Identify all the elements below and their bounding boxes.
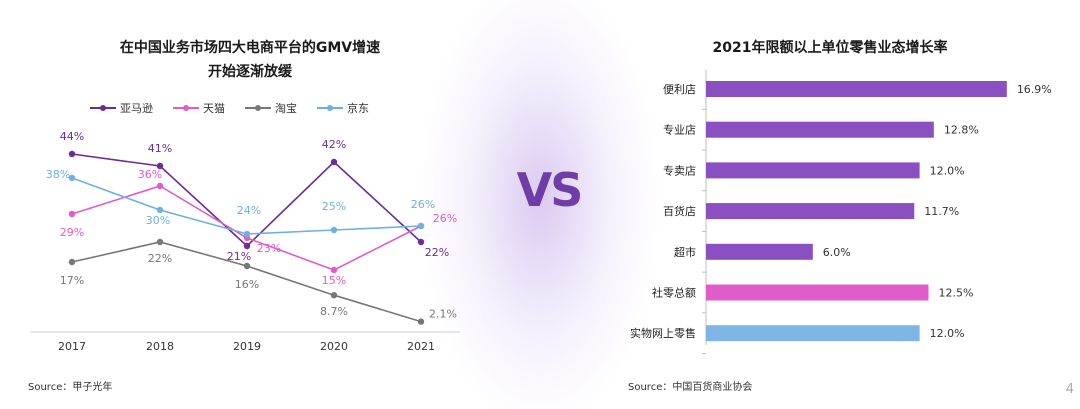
point-amazon-2018 [156, 162, 164, 170]
legend-label-tmall: 天猫 [203, 102, 225, 115]
point-jd-2018 [156, 206, 164, 214]
point-taobao-2017 [68, 258, 76, 266]
point-taobao-2020 [330, 292, 338, 299]
data-label-taobao-2021: 2.1% [429, 308, 457, 321]
data-label-jd-2021: 26% [411, 198, 435, 211]
x-tick-2019: 2019 [233, 340, 261, 353]
line-chart-title-line1: 在中国业务市场四大电商平台的GMV增速 [119, 40, 381, 56]
data-label-jd-2018: 30% [146, 214, 170, 227]
point-tmall-2017 [68, 210, 76, 218]
legend-item-jd: 京东 [317, 100, 369, 116]
data-label-amazon-2019: 21% [227, 250, 251, 263]
bar-value-label-专卖店: 12.0% [930, 164, 965, 177]
point-tmall-2020 [330, 266, 338, 274]
bar-category-label-专卖店: 专卖店 [663, 163, 696, 177]
point-amazon-2020 [330, 158, 338, 166]
x-tick-2021: 2021 [407, 340, 435, 353]
legend-item-tmall: 天猫 [173, 100, 225, 116]
bar-category-label-超市: 超市 [674, 245, 696, 259]
data-label-taobao-2019: 16% [235, 278, 259, 291]
bar-value-label-专业店: 12.8% [944, 124, 979, 137]
legend-item-amazon: 亚马逊 [90, 100, 153, 116]
bar-专卖店 [706, 162, 920, 179]
bar-社零总额 [706, 284, 929, 301]
bar-value-label-百货店: 11.7% [924, 205, 959, 218]
legend-label-jd: 京东 [347, 102, 369, 115]
legend-marker-tmall [173, 103, 199, 113]
bar-百货店 [706, 203, 915, 220]
bar-value-label-实物网上零售: 12.0% [930, 327, 965, 340]
bar-便利店 [706, 81, 1007, 97]
data-label-taobao-2018: 22% [148, 252, 172, 265]
point-taobao-2021 [417, 318, 425, 325]
point-taobao-2019 [243, 262, 251, 270]
data-label-tmall-2020: 15% [322, 274, 346, 287]
bar-category-label-百货店: 百货店 [663, 204, 696, 218]
legend-label-taobao: 淘宝 [275, 102, 297, 115]
bar-category-label-实物网上零售: 实物网上零售 [630, 326, 696, 340]
data-label-jd-2017: 38% [46, 168, 70, 181]
data-label-amazon-2021: 22% [425, 246, 449, 259]
point-jd-2021 [417, 222, 425, 230]
bar-value-label-社零总额: 12.5% [939, 287, 974, 300]
point-taobao-2018 [156, 238, 164, 246]
vs-label: VS [516, 163, 584, 217]
line-chart-source: Source：甲子光年 [28, 382, 113, 393]
point-amazon-2017 [68, 150, 76, 158]
point-amazon-2021 [417, 238, 425, 246]
data-label-tmall-2021: 26% [433, 212, 457, 225]
bar-超市 [706, 243, 813, 260]
point-jd-2020 [330, 226, 338, 234]
point-amazon-2019 [243, 242, 251, 250]
legend-marker-amazon [90, 103, 116, 113]
bar-chart-title: 2021年限额以上单位零售业态增长率 [712, 40, 948, 56]
line-chart-legend: 亚马逊 天猫 淘宝 京东 [90, 100, 369, 116]
data-label-jd-2020: 25% [322, 200, 346, 213]
x-tick-2018: 2018 [146, 340, 174, 353]
bar-实物网上零售 [706, 325, 920, 342]
bar-category-label-社零总额: 社零总额 [652, 286, 696, 300]
data-label-amazon-2017: 44% [60, 130, 84, 143]
legend-label-amazon: 亚马逊 [120, 102, 153, 115]
bar-专业店 [706, 121, 934, 138]
bar-chart-source: Source：中国百货商业协会 [628, 382, 753, 393]
data-label-amazon-2018: 41% [148, 142, 172, 155]
point-jd-2019 [243, 230, 251, 238]
data-label-taobao-2020: 8.7% [320, 305, 348, 318]
line-chart-title: 在中国业务市场四大电商平台的GMV增速 开始逐渐放缓 [60, 36, 440, 84]
data-label-tmall-2018: 36% [138, 168, 162, 181]
x-tick-2017: 2017 [58, 340, 86, 353]
line-chart-title-line2: 开始逐渐放缓 [208, 64, 292, 80]
x-tick-2020: 2020 [320, 340, 348, 353]
point-tmall-2018 [156, 182, 164, 190]
data-label-amazon-2020: 42% [322, 138, 346, 151]
legend-item-taobao: 淘宝 [245, 100, 297, 116]
data-label-taobao-2017: 17% [60, 274, 84, 287]
bar-value-label-超市: 6.0% [823, 246, 851, 259]
data-label-tmall-2019: 23% [257, 242, 281, 255]
bar-category-label-专业店: 专业店 [663, 123, 696, 137]
legend-marker-jd [317, 103, 343, 113]
line-chart: 44% 41% 21% 42% 22% 29% 36% 23% 15% 26% 17% 22% 16% 8… [30, 130, 460, 353]
point-jd-2017 [68, 174, 76, 182]
legend-marker-taobao [245, 103, 271, 113]
data-label-jd-2019: 24% [237, 204, 261, 217]
data-label-tmall-2017: 29% [60, 226, 84, 239]
page-number: 4 [1065, 382, 1074, 397]
bar-category-label-便利店: 便利店 [663, 82, 696, 96]
bar-value-label-便利店: 16.9% [1017, 83, 1052, 96]
